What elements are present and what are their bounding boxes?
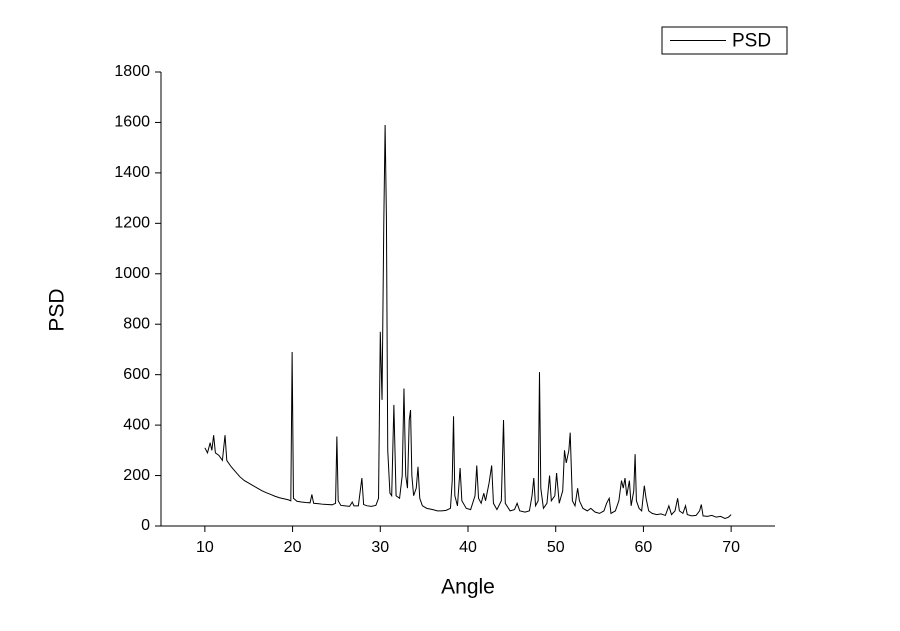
- x-tick-label: 20: [284, 539, 302, 556]
- x-tick-label: 50: [547, 539, 565, 556]
- x-tick-label: 60: [635, 539, 653, 556]
- y-tick-label: 200: [123, 467, 150, 484]
- y-tick-label: 800: [123, 315, 150, 332]
- y-tick-label: 1800: [114, 63, 150, 80]
- x-tick-label: 40: [459, 539, 477, 556]
- x-tick-label: 30: [371, 539, 389, 556]
- data-line: [204, 124, 732, 519]
- y-tick-label: 1600: [114, 114, 150, 131]
- y-tick-label: 1000: [114, 265, 150, 282]
- y-tick-label: 1200: [114, 215, 150, 232]
- x-axis-label: Angle: [441, 576, 495, 599]
- x-tick-label: 10: [196, 539, 214, 556]
- y-axis-label: PSD: [46, 288, 69, 331]
- y-tick-label: 0: [141, 517, 150, 534]
- x-tick-label: 70: [722, 539, 740, 556]
- legend-label: PSD: [732, 31, 771, 52]
- y-tick-label: 600: [123, 366, 150, 383]
- y-tick-label: 1400: [114, 164, 150, 181]
- y-tick-label: 400: [123, 416, 150, 433]
